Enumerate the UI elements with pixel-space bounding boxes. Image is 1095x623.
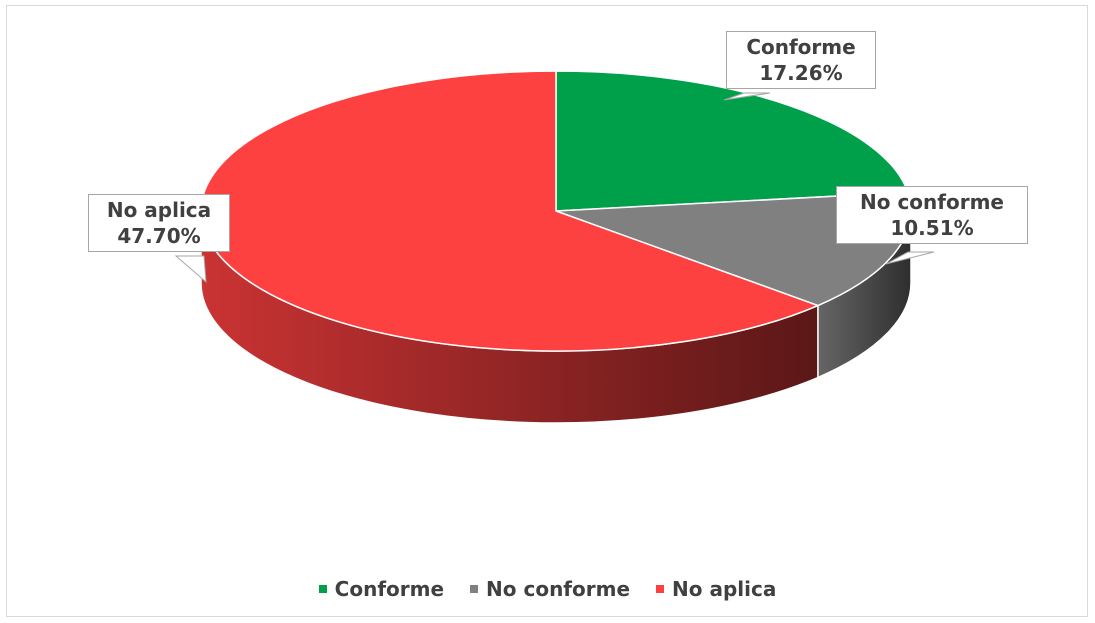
callout-pointer-1 — [885, 251, 935, 265]
legend-swatch — [318, 585, 327, 593]
data-label-value: 47.70% — [117, 224, 201, 248]
data-label-name: Conforme — [746, 35, 856, 59]
data-label-no-aplica: No aplica 47.70% — [88, 194, 230, 252]
legend-swatch — [470, 585, 479, 593]
legend-item-no-aplica: No aplica — [656, 577, 776, 601]
pie-slice-conforme — [555, 70, 909, 212]
data-label-no-conforme: No conforme 10.51% — [836, 186, 1028, 244]
data-label-name: No conforme — [860, 190, 1004, 214]
data-label-name: No aplica — [106, 198, 212, 222]
callout-pointer-2 — [174, 255, 207, 284]
pie-slice-no-aplica — [200, 70, 820, 352]
legend-label: No conforme — [486, 577, 631, 601]
legend-item-conforme: Conforme — [318, 577, 445, 601]
data-label-value: 10.51% — [890, 216, 974, 240]
legend: Conforme No conforme No aplica — [0, 572, 1095, 606]
legend-swatch — [656, 585, 665, 593]
legend-item-no-conforme: No conforme — [470, 577, 630, 601]
legend-label: No aplica — [672, 577, 777, 601]
data-label-conforme: Conforme 17.26% — [726, 31, 876, 89]
callout-pointer-0 — [723, 92, 771, 101]
legend-label: Conforme — [334, 577, 445, 601]
data-label-value: 17.26% — [759, 61, 843, 85]
